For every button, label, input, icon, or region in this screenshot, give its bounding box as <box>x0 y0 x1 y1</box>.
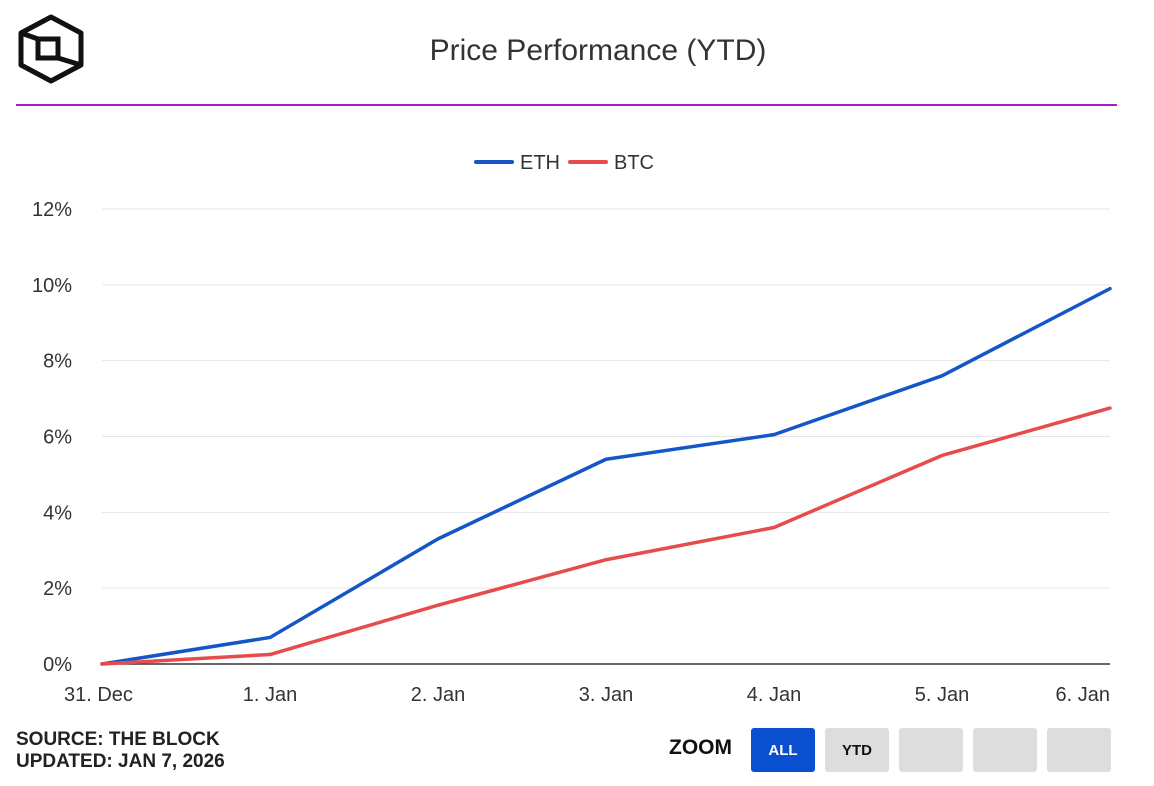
legend-label-eth: ETH <box>520 152 560 174</box>
y-tick-label: 12% <box>32 199 72 221</box>
series-line-btc <box>100 406 1112 666</box>
legend-label-btc: BTC <box>614 152 654 174</box>
x-tick-label: 3. Jan <box>579 684 633 706</box>
x-tick-label: 6. Jan <box>1056 684 1110 706</box>
x-tick-label: 5. Jan <box>915 684 969 706</box>
updated-text: UPDATED: JAN 7, 2026 <box>16 751 225 772</box>
y-tick-label: 4% <box>43 502 72 524</box>
source-text: SOURCE: THE BLOCK <box>16 729 220 750</box>
x-tick-label: 1. Jan <box>243 684 297 706</box>
zoom-ytd-button[interactable]: YTD <box>825 728 889 772</box>
the-block-logo-icon <box>18 14 84 84</box>
y-tick-label: 8% <box>43 351 72 373</box>
zoom-all-button[interactable]: ALL <box>751 728 815 772</box>
x-tick-label: 2. Jan <box>411 684 465 706</box>
zoom-button-4[interactable] <box>973 728 1037 772</box>
y-tick-label: 0% <box>43 654 72 676</box>
y-tick-label: 6% <box>43 427 72 449</box>
series-line-eth <box>100 286 1112 666</box>
footer-info: SOURCE: THE BLOCK UPDATED: JAN 7, 2026 <box>16 729 225 773</box>
title-divider <box>16 104 1117 106</box>
zoom-label: ZOOM <box>669 736 732 759</box>
x-tick-label: 31. Dec <box>64 684 133 706</box>
y-tick-label: 10% <box>32 275 72 297</box>
zoom-button-3[interactable] <box>899 728 963 772</box>
zoom-button-5[interactable] <box>1047 728 1111 772</box>
x-tick-label: 4. Jan <box>747 684 801 706</box>
page-title: Price Performance (YTD) <box>429 34 767 67</box>
y-tick-label: 2% <box>43 578 72 600</box>
